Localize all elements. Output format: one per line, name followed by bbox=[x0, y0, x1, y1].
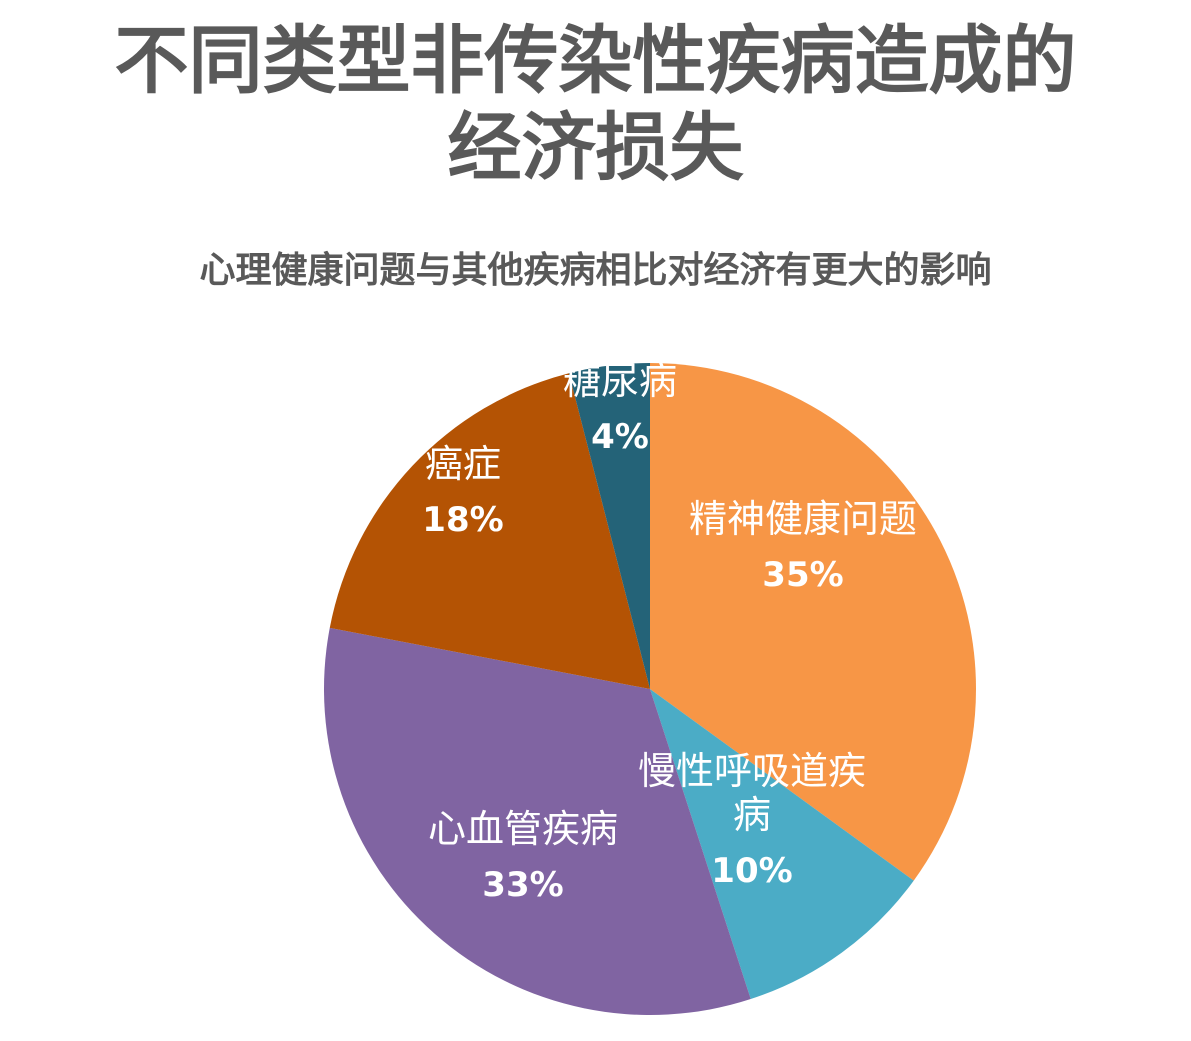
chart-title-line-2: 经济损失 bbox=[447, 105, 744, 191]
slice-label: 糖尿病 bbox=[563, 359, 677, 403]
chart-title-line-1: 不同类型非传染性疾病造成的 bbox=[114, 18, 1077, 104]
slice-percent-label: 4% bbox=[591, 417, 649, 457]
slice-percent-label: 10% bbox=[711, 851, 792, 891]
chart-subtitle: 心理健康问题与其他疾病相比对经济有更大的影响 bbox=[199, 250, 992, 291]
slice-label: 精神健康问题 bbox=[689, 497, 917, 541]
pie-slice bbox=[323, 627, 751, 1015]
slice-label: 病 bbox=[733, 793, 771, 837]
pie-slice bbox=[568, 363, 650, 689]
slice-label: 癌症 bbox=[425, 442, 501, 486]
slice-percent-label: 33% bbox=[482, 865, 563, 905]
slice-label: 慢性呼吸道疾 bbox=[638, 749, 866, 793]
slice-label: 心血管疾病 bbox=[428, 807, 618, 851]
slice-percent-label: 35% bbox=[762, 555, 843, 595]
pie-slice bbox=[650, 689, 914, 1000]
pie-slice bbox=[329, 373, 650, 689]
pie-slice bbox=[650, 363, 977, 881]
pie-slices bbox=[323, 363, 977, 1015]
slice-percent-label: 18% bbox=[422, 500, 503, 540]
